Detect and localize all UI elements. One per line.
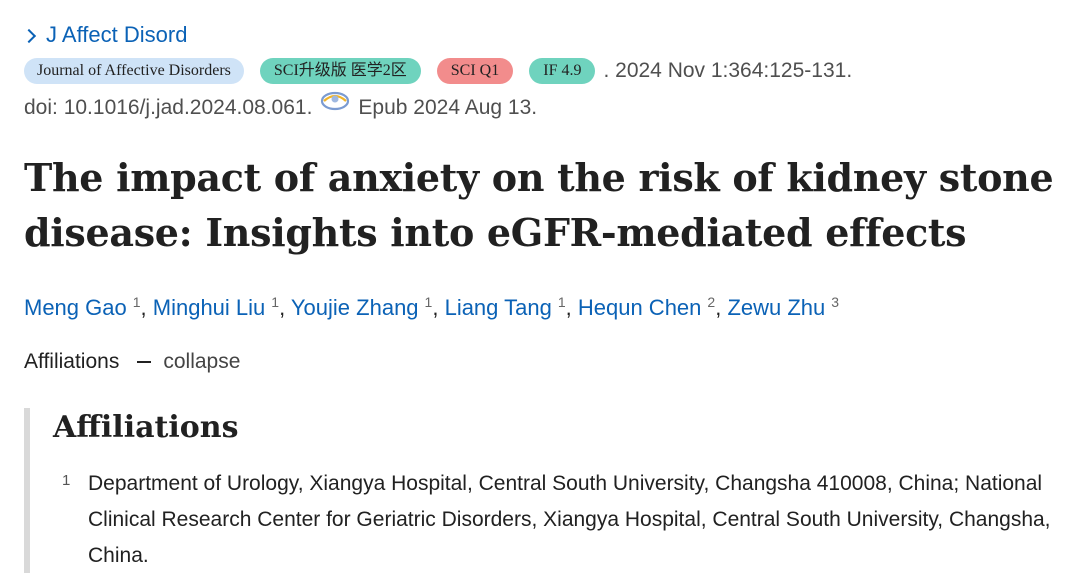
chevron-right-icon <box>21 28 37 43</box>
affiliation-number: 1 <box>62 472 71 489</box>
title-line-1: The impact of anxiety on the risk of kid… <box>24 155 1054 200</box>
author-link[interactable]: Minghui Liu <box>152 295 266 320</box>
author-link[interactable]: Meng Gao <box>24 295 127 320</box>
impact-factor-badge[interactable]: IF 4.9 <box>529 58 596 84</box>
epub-text: Epub 2024 Aug 13. <box>358 96 538 119</box>
doi-row: doi: 10.1016/j.jad.2024.08.061. Epub 202… <box>24 89 538 124</box>
affiliation-ref[interactable]: 1 <box>424 293 433 310</box>
author-list: Meng Gao 1, Minghui Liu 1, Youjie Zhang 1, … <box>24 293 840 320</box>
citation-row: Journal of Affective Disorders SCI升级版 医学… <box>24 55 852 87</box>
minus-icon <box>137 361 152 363</box>
affiliation-ref[interactable]: 1 <box>132 293 141 310</box>
citation-date-pages: . 2024 Nov 1:364:125-131. <box>603 59 853 82</box>
collapse-link[interactable]: collapse <box>163 350 241 373</box>
affiliation-item: 1 Department of Urology, Xiangya Hospita… <box>62 466 1080 573</box>
affiliation-text: Department of Urology, Xiangya Hospital,… <box>88 472 1051 567</box>
author-link[interactable]: Zewu Zhu <box>727 295 826 320</box>
journal-badge[interactable]: Journal of Affective Disorders <box>24 58 244 84</box>
author-link[interactable]: Liang Tang <box>444 295 552 320</box>
journal-link[interactable]: J Affect Disord <box>21 20 188 50</box>
author-link[interactable]: Hequn Chen <box>577 295 702 320</box>
journal-link-label: J Affect Disord <box>46 22 188 47</box>
affiliations-toggle-label: Affiliations <box>24 350 120 373</box>
doi-text: doi: 10.1016/j.jad.2024.08.061. <box>24 96 313 119</box>
affiliation-ref[interactable]: 3 <box>831 293 840 310</box>
affiliations-panel: Affiliations 1 Department of Urology, Xi… <box>24 408 1080 573</box>
affiliations-toggle[interactable]: Affiliations collapse <box>24 346 240 378</box>
affiliations-heading: Affiliations <box>53 410 239 445</box>
sci-partition-badge[interactable]: SCI升级版 医学2区 <box>259 58 421 84</box>
affiliation-ref[interactable]: 2 <box>707 293 716 310</box>
article-title: The impact of anxiety on the risk of kid… <box>24 150 1064 260</box>
affiliation-ref[interactable]: 1 <box>271 293 280 310</box>
sci-quartile-badge[interactable]: SCI Q1 <box>436 58 514 84</box>
epub-icon <box>320 89 350 113</box>
affiliation-ref[interactable]: 1 <box>557 293 566 310</box>
title-line-2: disease: Insights into eGFR-mediated eff… <box>24 210 967 255</box>
author-link[interactable]: Youjie Zhang <box>290 295 419 320</box>
